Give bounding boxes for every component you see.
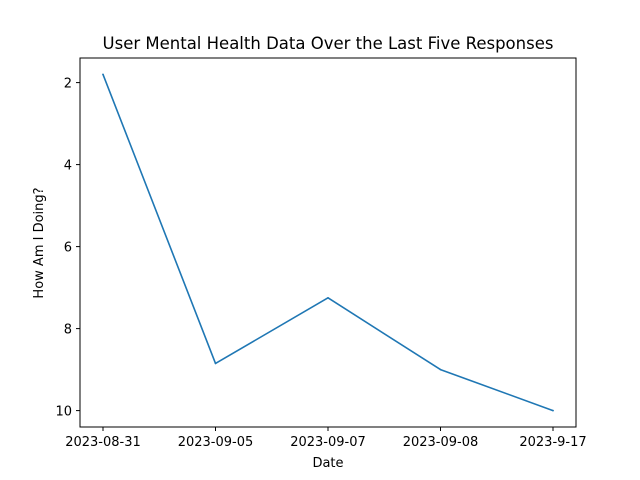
x-tick-label: 2023-08-31 bbox=[65, 435, 141, 450]
x-tick-label: 2023-09-07 bbox=[290, 435, 366, 450]
y-tick-label: 8 bbox=[64, 323, 72, 338]
y-tick-label: 6 bbox=[64, 241, 72, 256]
y-tick-label: 2 bbox=[64, 77, 72, 92]
data-points bbox=[102, 73, 554, 412]
chart-title: User Mental Health Data Over the Last Fi… bbox=[103, 34, 554, 53]
y-tick-label: 10 bbox=[55, 405, 72, 420]
y-axis-label: How Am I Doing? bbox=[32, 187, 47, 298]
data-point bbox=[327, 297, 329, 299]
x-tick-label: 2023-09-08 bbox=[403, 435, 479, 450]
y-axis-ticks: 2 4 6 8 10 bbox=[55, 77, 80, 420]
data-point bbox=[552, 409, 554, 412]
x-axis-ticks: 2023-08-31 2023-09-05 2023-09-07 2023-09-08… bbox=[65, 427, 587, 450]
data-point bbox=[439, 368, 442, 371]
x-tick-label: 2023-9-17 bbox=[519, 435, 586, 450]
x-axis-label: Date bbox=[312, 456, 343, 471]
data-point bbox=[102, 73, 104, 76]
data-point bbox=[214, 362, 217, 365]
y-tick-label: 4 bbox=[64, 159, 72, 174]
x-tick-label: 2023-09-05 bbox=[178, 435, 254, 450]
